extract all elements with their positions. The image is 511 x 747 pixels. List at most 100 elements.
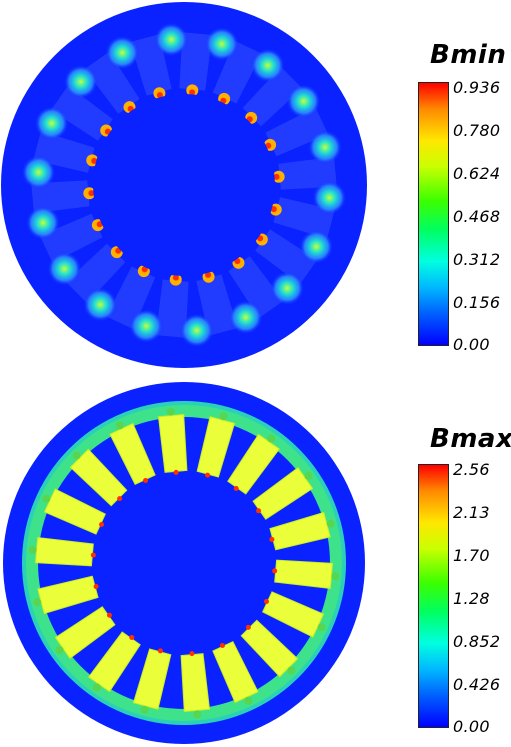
bmin-tick-label: 0.312 [453, 250, 501, 269]
bmax-legend: Bmax 2.56 2.13 1.70 1.28 0.852 0.426 0.0… [412, 380, 511, 747]
tooth-root [140, 705, 149, 714]
tooth-root [304, 471, 313, 480]
tooth-root [166, 407, 175, 416]
bmax-tick-label: 0.426 [453, 675, 501, 694]
stator-tooth [240, 619, 299, 678]
bmin-tick-label: 0.624 [453, 164, 501, 183]
flux-hotspot [250, 48, 285, 83]
yoke-edge [22, 401, 346, 725]
bmax-tick-label: 2.13 [453, 503, 490, 522]
tip-hotspot [205, 472, 211, 478]
edge-spot-core [88, 190, 95, 197]
edge-spot-core [273, 173, 280, 180]
bmax-tick-label: 2.56 [453, 460, 490, 479]
tip-hotspot [157, 648, 163, 654]
stator-tooth [54, 606, 116, 660]
tooth-root [331, 572, 340, 581]
flux-hotspot [83, 287, 118, 322]
flux-hotspot [270, 271, 305, 306]
bmax-tick-label: 0.00 [453, 717, 490, 736]
tooth-root [193, 710, 202, 719]
flux-hotspot [286, 84, 321, 119]
edge-spot-core [96, 221, 103, 228]
tooth-shade [278, 156, 337, 190]
flux-hotspot [105, 35, 140, 70]
flux-hotspot [21, 155, 56, 190]
flux-hotspot [154, 22, 189, 57]
flux-hotspot [129, 309, 164, 344]
stator-tooth [34, 536, 94, 567]
tooth-shade [31, 180, 90, 214]
edge-spot-core [189, 89, 196, 96]
flux-hotspot [25, 205, 60, 240]
tooth-root [42, 494, 51, 503]
tooth-root [115, 421, 124, 430]
stator-tooth [252, 466, 314, 520]
tooth-root [267, 434, 276, 443]
flux-hotspot [179, 313, 214, 348]
stator-tooth [196, 416, 236, 478]
tip-hotspot [256, 508, 262, 514]
edge-spot-core [91, 157, 98, 164]
tip-hotspot [99, 522, 105, 528]
tip-hotspot [245, 624, 251, 630]
bmin-legend: Bmin 0.936 0.780 0.624 0.468 0.312 0.156… [412, 0, 511, 370]
stator-tooth [69, 448, 128, 507]
tooth-root [317, 623, 326, 632]
tip-hotspot [106, 612, 112, 618]
flux-hotspot [204, 26, 239, 61]
tip-hotspot [93, 584, 99, 590]
tooth-root [287, 666, 296, 675]
tooth-shade [65, 243, 126, 304]
tip-hotspot [90, 552, 96, 558]
bmin-field-plot [1, 2, 367, 368]
bmax-tick-label: 1.28 [453, 589, 490, 608]
tooth-shade [255, 229, 318, 285]
edge-spot-core [205, 271, 212, 278]
stator-tooth [212, 641, 259, 704]
tip-hotspot [117, 496, 123, 502]
tooth-shade [155, 279, 189, 338]
flux-hotspot [47, 251, 82, 286]
tooth-shade [242, 66, 303, 127]
tip-hotspot [269, 536, 275, 542]
bmax-field-plot [3, 382, 365, 744]
flux-hotspot [299, 229, 334, 264]
tooth-shade [265, 107, 329, 157]
edge-spot-core [270, 206, 277, 213]
flux-hotspot [34, 106, 69, 141]
stator-tooth [132, 648, 172, 710]
tooth-shade [106, 266, 156, 330]
bmax-tick-label: 1.70 [453, 546, 490, 565]
tip-hotspot [143, 478, 149, 484]
bmin-tick-label: 0.00 [453, 335, 490, 354]
edge-spot-core [141, 266, 148, 273]
tip-hotspot [219, 642, 225, 648]
stator-tooth [180, 653, 211, 713]
tip-hotspot [272, 568, 278, 574]
rotor-bore [93, 94, 275, 276]
stator-tooth [269, 511, 331, 551]
tooth-root [33, 598, 42, 607]
bmin-tick-label: 0.156 [453, 293, 501, 312]
bmax-tick-label: 0.852 [453, 632, 501, 651]
bmin-panel: Bmin 0.936 0.780 0.624 0.468 0.312 0.156… [0, 0, 511, 370]
tip-hotspot [233, 485, 239, 491]
bmin-colorbar [418, 82, 449, 346]
tooth-shade [179, 32, 213, 91]
bmin-tick-label: 0.936 [453, 78, 501, 97]
bmax-panel: Bmax 2.56 2.13 1.70 1.28 0.852 0.426 0.0… [0, 380, 511, 747]
stator-tooth [87, 631, 141, 693]
stator-tooth [109, 422, 156, 485]
tooth-root [219, 412, 228, 421]
stator-tooth [37, 575, 99, 615]
bmin-tick-label: 0.468 [453, 207, 501, 226]
tooth-root [244, 696, 253, 705]
tooth-shade [84, 51, 140, 114]
tooth-shade [228, 256, 284, 319]
tooth-root [28, 545, 37, 554]
bmax-colorbar [418, 464, 449, 728]
tooth-root [92, 683, 101, 692]
tip-hotspot [129, 635, 135, 641]
stator-tooth [157, 413, 188, 473]
